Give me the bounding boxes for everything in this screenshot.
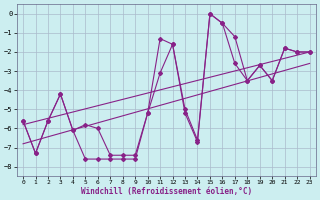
X-axis label: Windchill (Refroidissement éolien,°C): Windchill (Refroidissement éolien,°C) — [81, 187, 252, 196]
